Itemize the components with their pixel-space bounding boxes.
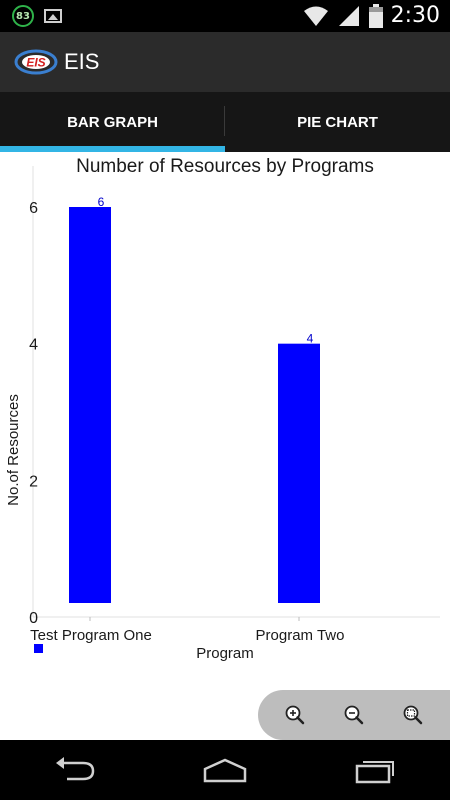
x-ticks: Test Program One Program Two: [30, 617, 344, 644]
x-axis-title: Program: [196, 645, 254, 662]
bar-data-label: 4: [307, 332, 314, 346]
y-tick-label: 6: [29, 200, 38, 217]
bar[interactable]: [278, 343, 320, 603]
status-bar: 83 2:30: [0, 0, 450, 32]
x-tick-label: Program Two: [256, 627, 345, 644]
eis-logo[interactable]: EIS: [14, 48, 58, 76]
zoom-out-button[interactable]: [337, 698, 371, 732]
status-time: 2:30: [390, 3, 440, 28]
navigation-bar: [0, 740, 450, 800]
tab-pie-chart[interactable]: PIE CHART: [225, 92, 450, 152]
zoom-in-button[interactable]: [278, 698, 312, 732]
recent-apps-icon: [355, 761, 394, 784]
tab-bar-graph-label: BAR GRAPH: [67, 113, 158, 131]
y-tick-label: 2: [29, 473, 38, 490]
zoom-reset-icon: [403, 705, 422, 725]
x-tick-label: Test Program One: [30, 627, 152, 644]
bar-data-label: 6: [98, 195, 105, 209]
chart-title: Number of Resources by Programs: [76, 156, 374, 177]
eis-logo-text: EIS: [26, 56, 45, 70]
back-icon: [56, 757, 95, 781]
app-title: EIS: [64, 49, 100, 74]
zoom-controls: [258, 690, 450, 740]
battery-icon: [368, 3, 383, 28]
zoom-out-icon: [344, 705, 364, 725]
y-axis-title: No.of Resources: [5, 394, 22, 506]
bars: 64: [69, 195, 320, 603]
y-tick-label: 0: [29, 610, 38, 627]
bar[interactable]: [69, 207, 111, 603]
signal-icon: [338, 5, 359, 26]
battery-saver-level: 83: [16, 10, 30, 22]
legend-swatch: [34, 644, 43, 653]
home-button[interactable]: [195, 748, 255, 792]
image-notification-icon: [44, 9, 62, 23]
y-ticks: 0 2 4 6: [29, 200, 38, 627]
tab-bar: BAR GRAPH PIE CHART: [0, 92, 450, 152]
tab-divider: [224, 106, 225, 136]
zoom-in-icon: [285, 705, 305, 725]
action-bar: EIS EIS: [0, 32, 450, 92]
zoom-reset-button[interactable]: [396, 698, 430, 732]
battery-saver-icon: 83: [12, 5, 34, 27]
wifi-icon: [303, 6, 328, 26]
tab-pie-chart-label: PIE CHART: [297, 113, 378, 131]
tab-bar-graph[interactable]: BAR GRAPH: [0, 92, 225, 152]
y-tick-label: 4: [29, 337, 38, 354]
back-button[interactable]: [45, 748, 105, 792]
home-icon: [203, 758, 247, 783]
recent-apps-button[interactable]: [345, 748, 405, 792]
